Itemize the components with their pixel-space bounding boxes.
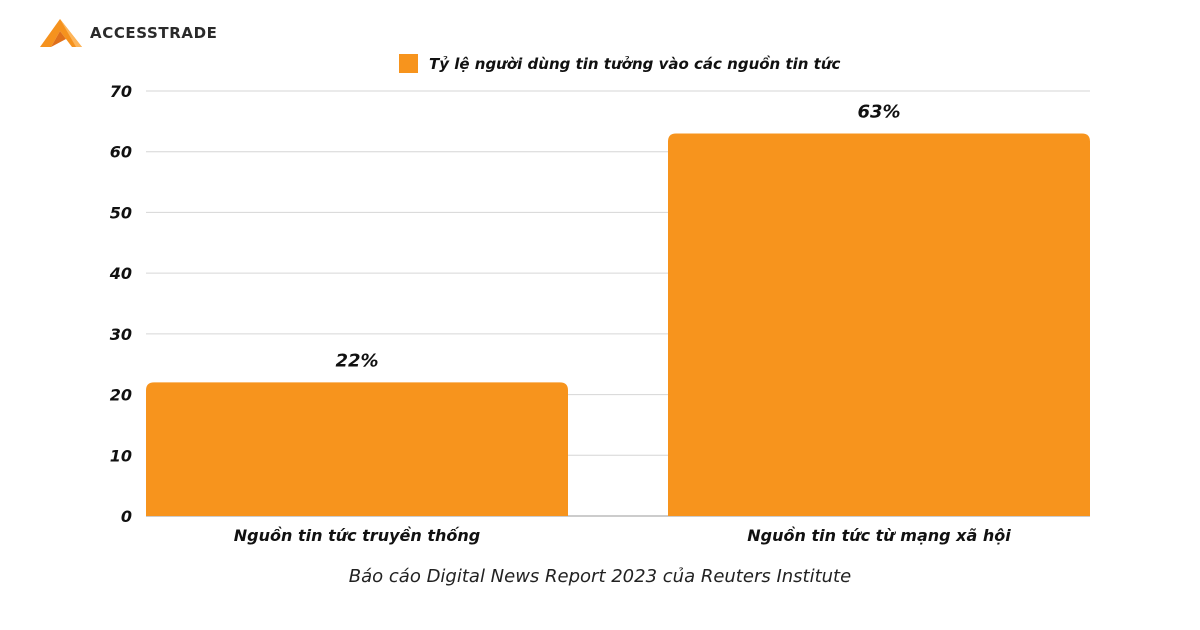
data-label: 63% — [857, 102, 900, 123]
bar — [146, 382, 568, 516]
y-tick-label: 0 — [121, 507, 132, 526]
brand-logo: ACCESSTRADE — [40, 18, 218, 48]
bar — [668, 133, 1090, 516]
y-tick-label: 50 — [110, 203, 132, 222]
y-tick-label: 60 — [110, 143, 132, 162]
x-category-label: Nguồn tin tức truyền thống — [234, 526, 480, 545]
x-axis: Nguồn tin tức truyền thống Nguồn tin tức … — [234, 526, 1011, 545]
data-labels: 22% 63% — [335, 102, 900, 372]
chart-caption: Báo cáo Digital News Report 2023 của Reu… — [348, 566, 852, 587]
y-tick-label: 30 — [110, 325, 132, 344]
x-category-label: Nguồn tin tức từ mạng xã hội — [747, 526, 1011, 545]
accesstrade-logo-icon — [40, 19, 82, 47]
y-tick-label: 70 — [110, 82, 132, 101]
bars — [146, 133, 1090, 516]
data-label: 22% — [335, 350, 378, 371]
brand-name: ACCESSTRADE — [90, 24, 218, 42]
y-tick-label: 40 — [109, 264, 132, 283]
y-axis: 0 10 20 30 40 50 60 70 — [109, 82, 132, 526]
chart-legend: Tỷ lệ người dùng tin tưởng vào các nguồn… — [399, 54, 841, 73]
legend-label: Tỷ lệ người dùng tin tưởng vào các nguồn… — [429, 54, 841, 73]
legend-swatch — [399, 54, 418, 73]
y-tick-label: 10 — [110, 446, 132, 465]
y-tick-label: 20 — [110, 386, 132, 405]
